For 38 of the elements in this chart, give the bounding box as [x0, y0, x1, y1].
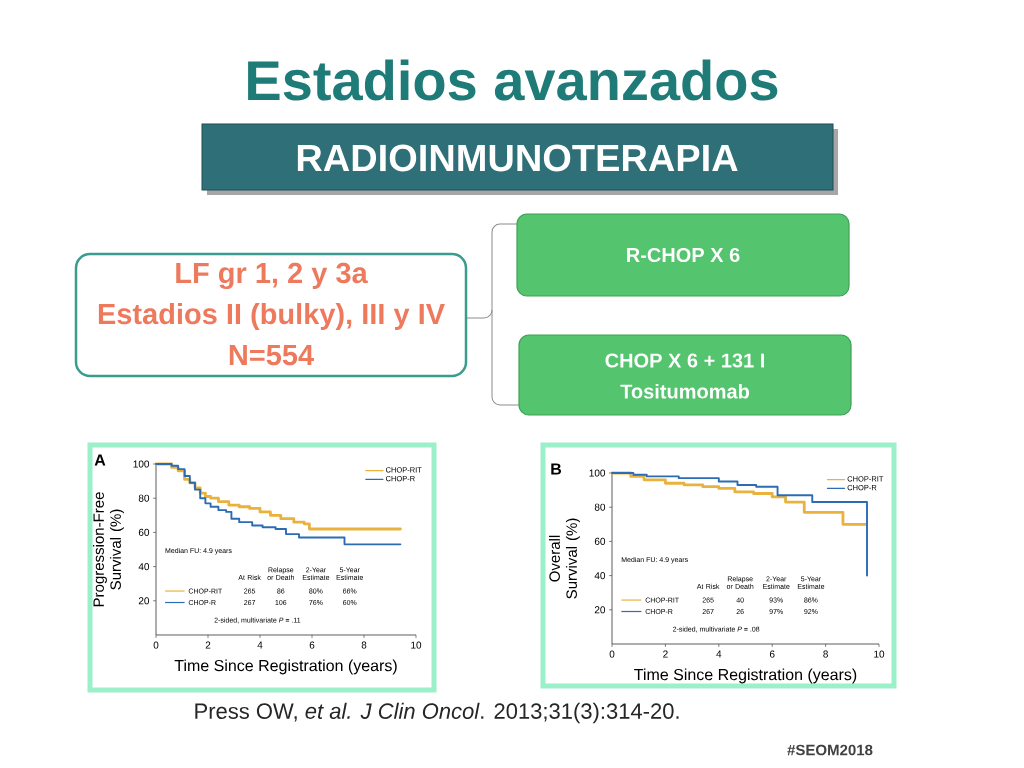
- y-tick-label: 100: [589, 469, 606, 477]
- y-tick-label: 100: [133, 460, 150, 468]
- text: Estadios avanzados: [248, 59, 778, 101]
- x-tick-label: 2: [663, 650, 668, 658]
- x-tick-label: 10: [874, 650, 885, 658]
- y-axis-title: Progression-Free Survival (%): [92, 492, 124, 607]
- text: #SEOM2018: [787, 744, 873, 756]
- x-axis-title: Time Since Registration (years): [634, 668, 857, 684]
- chart-title: A: [94, 454, 106, 466]
- x-tick-label: 6: [309, 641, 315, 649]
- x-tick-label: 4: [716, 650, 722, 658]
- y-tick-label: 80: [138, 494, 150, 502]
- y-tick-label: 40: [138, 563, 150, 571]
- x-tick-label: 8: [361, 641, 367, 649]
- text: R-CHOP X 6: [627, 247, 740, 263]
- text: Estadios II (bulky), III y IV: [98, 302, 445, 330]
- x-tick-label: 0: [609, 650, 615, 658]
- x-axis-title: Time Since Registration (years): [174, 659, 397, 675]
- x-tick-label: 2: [205, 641, 211, 649]
- text: CHOP X 6 + 131 I: [605, 353, 764, 368]
- y-tick-label: 60: [138, 528, 150, 536]
- text: Press OW, et al. J Clin Oncol. 2013;31(3):314-20.: [195, 702, 679, 724]
- x-tick-label: 4: [257, 641, 263, 649]
- text: RADIOINMUNOTERAPIA: [297, 144, 738, 172]
- x-tick-label: 10: [411, 641, 422, 649]
- y-tick-label: 20: [138, 597, 150, 605]
- text: N=554: [229, 345, 314, 366]
- y-axis-title: Overall Survival (%): [548, 518, 580, 599]
- x-tick-label: 0: [153, 641, 159, 649]
- chart-title: B: [551, 463, 562, 475]
- y-tick-label: 60: [594, 537, 606, 545]
- y-tick-label: 40: [594, 572, 606, 580]
- y-tick-label: 80: [594, 503, 606, 511]
- y-tick-label: 20: [594, 606, 606, 614]
- x-tick-label: 8: [823, 650, 828, 658]
- text: LF gr 1, 2 y 3a: [176, 262, 368, 290]
- text: Tositumomab: [620, 383, 750, 399]
- x-tick-label: 6: [769, 650, 775, 658]
